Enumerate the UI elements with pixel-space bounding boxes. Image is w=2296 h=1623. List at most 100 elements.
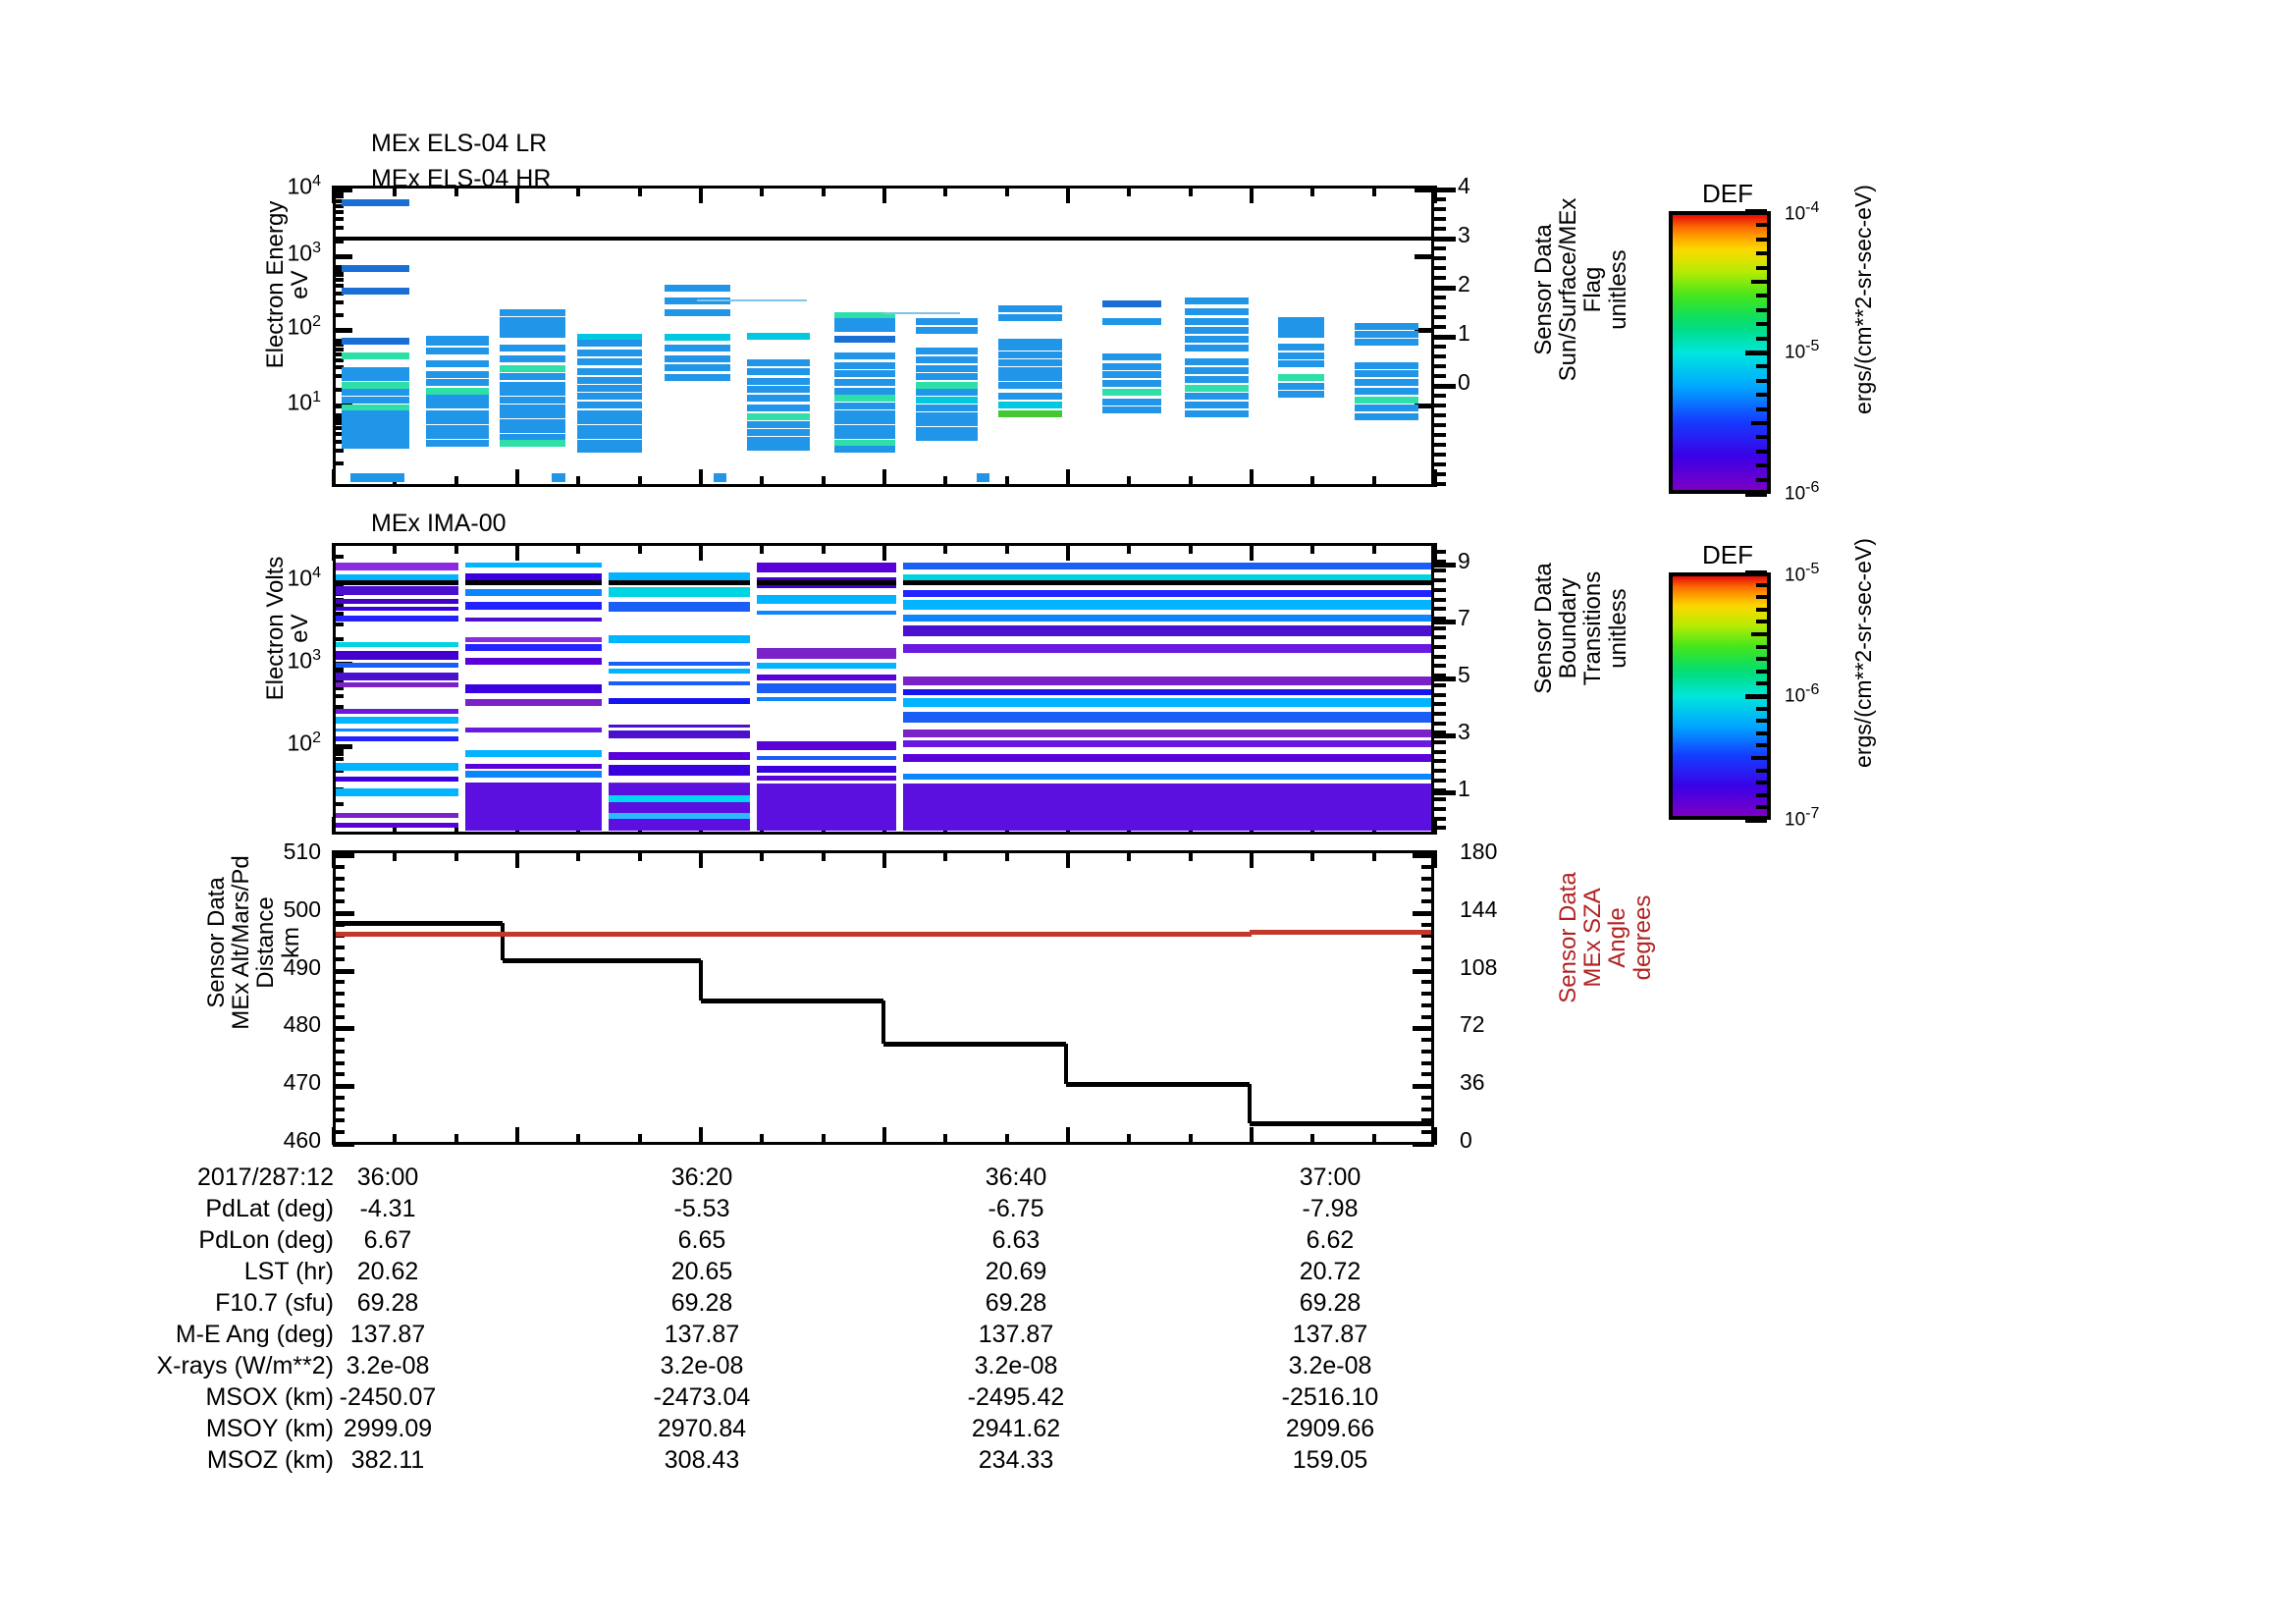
- alt-right-tick-minor: [1421, 922, 1434, 927]
- ima-bottom-band: [606, 784, 754, 831]
- els-right-tick-minor: [1434, 276, 1446, 280]
- alt-xtick: [1066, 1127, 1070, 1145]
- ima-right-tick: [1434, 676, 1456, 681]
- alt-ytick-minor: [333, 1038, 345, 1043]
- els-data-segment: [1277, 344, 1324, 352]
- colorbar-tick: [1756, 719, 1767, 724]
- ima-bottom-band: [756, 784, 897, 831]
- els-data-segment: [1354, 379, 1418, 387]
- els-right-tick-minor: [1434, 482, 1446, 486]
- ima-ylabel: Electron Volts eV: [262, 556, 314, 701]
- els-data-segment: [576, 424, 643, 432]
- ima-data-stripe: [461, 644, 603, 651]
- ima-xtick: [1250, 543, 1254, 561]
- ima-bottom-band: [899, 784, 1431, 831]
- colorbar-tick: [1756, 582, 1767, 587]
- ima-right-tick-label: 5: [1458, 662, 1470, 687]
- alt-ytick-label: 480: [283, 1011, 321, 1038]
- els-data-segment: [1354, 338, 1418, 346]
- table-cell: 3.2e-08: [660, 1352, 744, 1380]
- colorbar-tick: [1756, 805, 1767, 810]
- els-data-segment: [341, 288, 409, 296]
- els-right-tick-label: 0: [1458, 369, 1470, 395]
- els-data-segment: [1277, 316, 1324, 324]
- alt-xtick: [821, 1134, 826, 1145]
- sza-step: [1249, 930, 1431, 936]
- alt-ytick-minor: [333, 864, 345, 869]
- els-data-segment: [833, 432, 896, 440]
- table-cell: -4.31: [359, 1195, 416, 1222]
- ima-ytick-minor: [333, 757, 344, 761]
- els-right-tick-minor: [1434, 364, 1446, 368]
- alt-xtick: [1066, 850, 1070, 868]
- ima-xtick: [821, 543, 826, 554]
- ima-right-tick-minor: [1434, 674, 1446, 678]
- els-ytick-minor: [333, 198, 344, 203]
- alt-ytick-minor: [333, 980, 345, 985]
- alt-right-tick-minor: [1421, 1049, 1434, 1054]
- ima-right-tick-minor: [1434, 635, 1446, 640]
- alt-ytick-minor: [333, 992, 345, 997]
- table-row-label: X-rays (W/m**2): [156, 1352, 334, 1380]
- altitude-step: [1066, 1082, 1250, 1088]
- alt-xtick: [943, 850, 948, 861]
- els-data-segment: [1277, 374, 1324, 382]
- els-data-segment: [576, 384, 643, 392]
- els-ytick-minor: [333, 299, 344, 304]
- ima-data-stripe: [606, 587, 754, 597]
- els-data-segment: [1184, 317, 1249, 325]
- ima-data-stripe: [336, 682, 458, 687]
- alt-right-tick-minor: [1421, 1072, 1434, 1077]
- els-data-segment: [1102, 353, 1162, 361]
- els-ytick-minor: [333, 264, 344, 269]
- alt-xtick: [393, 850, 398, 861]
- alt-ytick-minor: [333, 1095, 345, 1100]
- els-ytick-major: [1415, 328, 1434, 333]
- ima-data-stripe: [336, 763, 458, 771]
- els-ytick-major: [1415, 254, 1434, 259]
- ima-separator: [756, 580, 897, 585]
- els-ytick-minor: [333, 439, 344, 444]
- ima-right-tick-minor: [1434, 664, 1446, 669]
- ima-right-tick-label: 3: [1458, 719, 1470, 744]
- els-data-segment: [425, 395, 490, 403]
- alt-xtick: [515, 850, 519, 868]
- table-row-label: MSOY (km): [205, 1415, 334, 1442]
- altitude-panel[interactable]: [333, 850, 1434, 1145]
- colorbar-tick: [1756, 607, 1767, 612]
- els-right-tick-minor: [1434, 335, 1446, 339]
- altitude-transition: [881, 1000, 885, 1045]
- ima-xtick: [760, 543, 765, 554]
- els-data-segment: [500, 426, 566, 434]
- els-right-tick-minor: [1434, 443, 1446, 447]
- els-data-segment: [1277, 352, 1324, 359]
- els-data-segment: [425, 336, 490, 346]
- ima-separator: [336, 580, 458, 585]
- els-bottom-segment: [976, 473, 990, 482]
- alt-xtick: [454, 1134, 458, 1145]
- table-cell: -2473.04: [653, 1383, 751, 1411]
- colorbar-2-mid-label: 10-6: [1785, 681, 1820, 707]
- ima-data-stripe: [756, 697, 897, 701]
- els-data-segment: [746, 429, 811, 437]
- ima-data-stripe: [899, 615, 1431, 622]
- els-right-tick-minor: [1434, 433, 1446, 437]
- els-data-segment: [341, 397, 409, 405]
- alt-ytick: [333, 853, 354, 858]
- els-data-segment: [500, 344, 566, 352]
- colorbar-1-bottom-label: 10-6: [1785, 479, 1820, 505]
- colorbar-tick: [1751, 421, 1767, 425]
- els-data-segment: [664, 345, 730, 352]
- alt-xtick: [1371, 850, 1376, 861]
- ima-data-stripe: [461, 602, 603, 610]
- els-ytick-minor: [333, 284, 344, 289]
- ima-ytick-label: 102: [287, 730, 322, 756]
- altitude-transition: [1247, 1084, 1252, 1124]
- ima-xtick: [1433, 543, 1437, 561]
- els-xtick: [454, 476, 458, 487]
- els-right-tick-minor: [1434, 286, 1446, 290]
- els-ytick-minor: [333, 278, 344, 283]
- ima-data-stripe: [461, 573, 603, 581]
- colorbar-tick: [1745, 694, 1767, 699]
- ima-data-stripe: [606, 602, 754, 612]
